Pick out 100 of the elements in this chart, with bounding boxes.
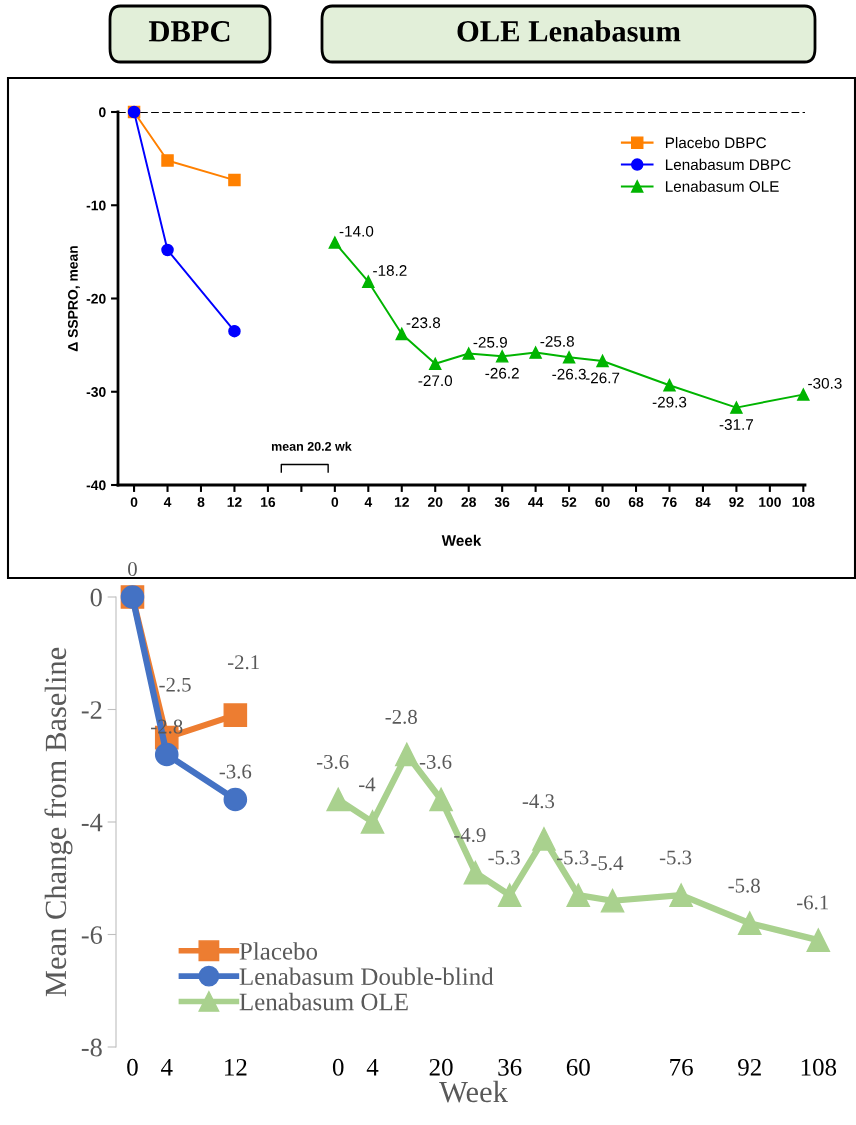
- x-tick-label: 0: [127, 1058, 138, 1076]
- x-tick-label: 76: [670, 1058, 693, 1076]
- x-tick-label: 92: [738, 1058, 761, 1076]
- x-tick-label: 16: [261, 497, 276, 508]
- legend-label: Lenabasum Double-blind: [239, 967, 494, 986]
- point: [562, 350, 576, 364]
- point: [223, 787, 248, 812]
- x-axis-title: Week: [441, 534, 482, 546]
- data-label: -18.2: [373, 265, 407, 276]
- data-label: -6.1: [797, 895, 828, 910]
- point: [529, 346, 542, 359]
- data-label: -3.6: [219, 764, 252, 779]
- point: [495, 350, 509, 363]
- y-tick-label: -4: [81, 813, 103, 832]
- point: [428, 357, 442, 371]
- data-label: -14.0: [339, 225, 374, 237]
- point: [429, 787, 453, 812]
- data-label: -25.8: [540, 335, 574, 347]
- x-tick-label: 44: [528, 497, 544, 507]
- x-tick-label: 20: [427, 497, 443, 508]
- point: [797, 388, 810, 401]
- data-label: -26.3: [552, 368, 586, 380]
- y-tick-label: 0: [90, 588, 102, 607]
- data-label: -27.0: [418, 375, 453, 387]
- data-label: -5.8: [728, 878, 760, 893]
- data-label: -2.8: [151, 719, 183, 734]
- x-tick-label: 4: [364, 497, 373, 507]
- point: [566, 883, 591, 907]
- point: [532, 827, 556, 851]
- data-label: -2.1: [227, 655, 259, 670]
- x-tick-label: 0: [331, 497, 339, 508]
- data-label: -2.8: [385, 709, 417, 724]
- point: [596, 354, 609, 368]
- x-tick-label: 28: [461, 497, 476, 508]
- y-tick-label: -6: [81, 926, 103, 944]
- x-tick-label: 108: [801, 1058, 837, 1076]
- x-tick-label: 12: [227, 497, 242, 507]
- point: [737, 911, 762, 936]
- point: [228, 324, 241, 338]
- point: [360, 810, 385, 834]
- x-tick-label: 4: [160, 1059, 173, 1076]
- legend-label: Placebo: [239, 942, 318, 960]
- y-tick-label: -40: [86, 480, 106, 491]
- point: [161, 154, 174, 167]
- data-label: -5.3: [488, 850, 520, 865]
- x-tick-label: 0: [332, 1058, 344, 1076]
- x-tick-label: 60: [595, 497, 610, 508]
- x-tick-label: 4: [366, 1059, 379, 1076]
- legend-label: Lenabasum DBPC: [665, 158, 791, 171]
- y-axis-title: Mean Change from Baseline: [44, 647, 73, 997]
- data-label: -5.3: [556, 850, 589, 865]
- data-label: -29.3: [652, 396, 687, 408]
- point: [326, 787, 351, 812]
- text: OLE Lenabasum: [457, 20, 681, 42]
- data-label: -3.6: [316, 754, 349, 769]
- x-tick-label: 8: [197, 497, 205, 508]
- point: [730, 401, 743, 414]
- point: [600, 888, 625, 913]
- data-label: -4: [359, 777, 376, 792]
- data-label: 0: [128, 562, 137, 577]
- x-tick-label: 36: [494, 497, 510, 508]
- x-tick-label: 76: [662, 497, 677, 508]
- point: [663, 378, 676, 392]
- y-tick-label: -8: [81, 1038, 102, 1057]
- data-label: -5.3: [659, 850, 692, 865]
- data-label: -3.6: [419, 754, 452, 769]
- point: [462, 347, 475, 360]
- y-tick-label: -10: [86, 200, 106, 211]
- x-tick-label: 92: [729, 497, 744, 508]
- x-tick-label: 60: [566, 1058, 590, 1076]
- x-tick-label: 52: [561, 497, 577, 508]
- point: [362, 275, 375, 288]
- x-tick-label: 84: [695, 497, 711, 508]
- y-tick-label: -20: [86, 293, 106, 304]
- point: [497, 883, 522, 907]
- legend-label: Placebo DBPC: [665, 136, 767, 149]
- y-axis-title: Δ SSPRO, mean: [67, 246, 80, 352]
- legend-label: Lenabasum OLE: [665, 180, 779, 192]
- data-label: -23.8: [406, 317, 441, 329]
- legend-label: Lenabasum OLE: [239, 992, 408, 1011]
- data-label: -31.7: [719, 419, 754, 430]
- x-axis-title: Week: [439, 1080, 508, 1103]
- point: [161, 243, 174, 257]
- x-tick-label: 4: [163, 497, 172, 507]
- data-label: -5.4: [591, 856, 624, 871]
- x-tick-label: 12: [394, 497, 409, 507]
- data-label: -26.7: [585, 372, 620, 384]
- point: [394, 742, 419, 767]
- annotation: mean 20.2 wk: [271, 441, 352, 451]
- point: [669, 883, 693, 907]
- x-tick-label: 36: [498, 1058, 522, 1076]
- data-label: -30.3: [808, 377, 842, 389]
- x-tick-label: 108: [792, 497, 815, 508]
- data-label: -2.5: [159, 677, 191, 692]
- x-tick-label: 20: [429, 1058, 453, 1076]
- x-tick-label: 0: [130, 497, 138, 508]
- point: [395, 327, 409, 341]
- point: [223, 703, 248, 727]
- x-tick-label: 12: [225, 1058, 247, 1076]
- x-tick-label: 100: [759, 497, 781, 508]
